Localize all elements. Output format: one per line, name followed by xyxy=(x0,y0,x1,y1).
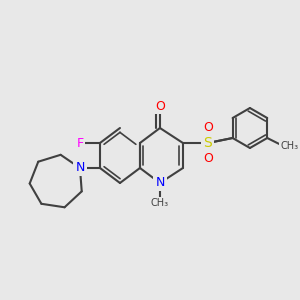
Text: F: F xyxy=(76,136,83,149)
Text: O: O xyxy=(203,121,213,134)
Text: O: O xyxy=(203,152,213,166)
Text: O: O xyxy=(155,100,165,112)
Text: N: N xyxy=(75,161,85,175)
Text: N: N xyxy=(155,176,165,190)
Text: CH₃: CH₃ xyxy=(151,198,169,208)
Text: CH₃: CH₃ xyxy=(280,141,298,151)
Text: S: S xyxy=(204,136,212,150)
